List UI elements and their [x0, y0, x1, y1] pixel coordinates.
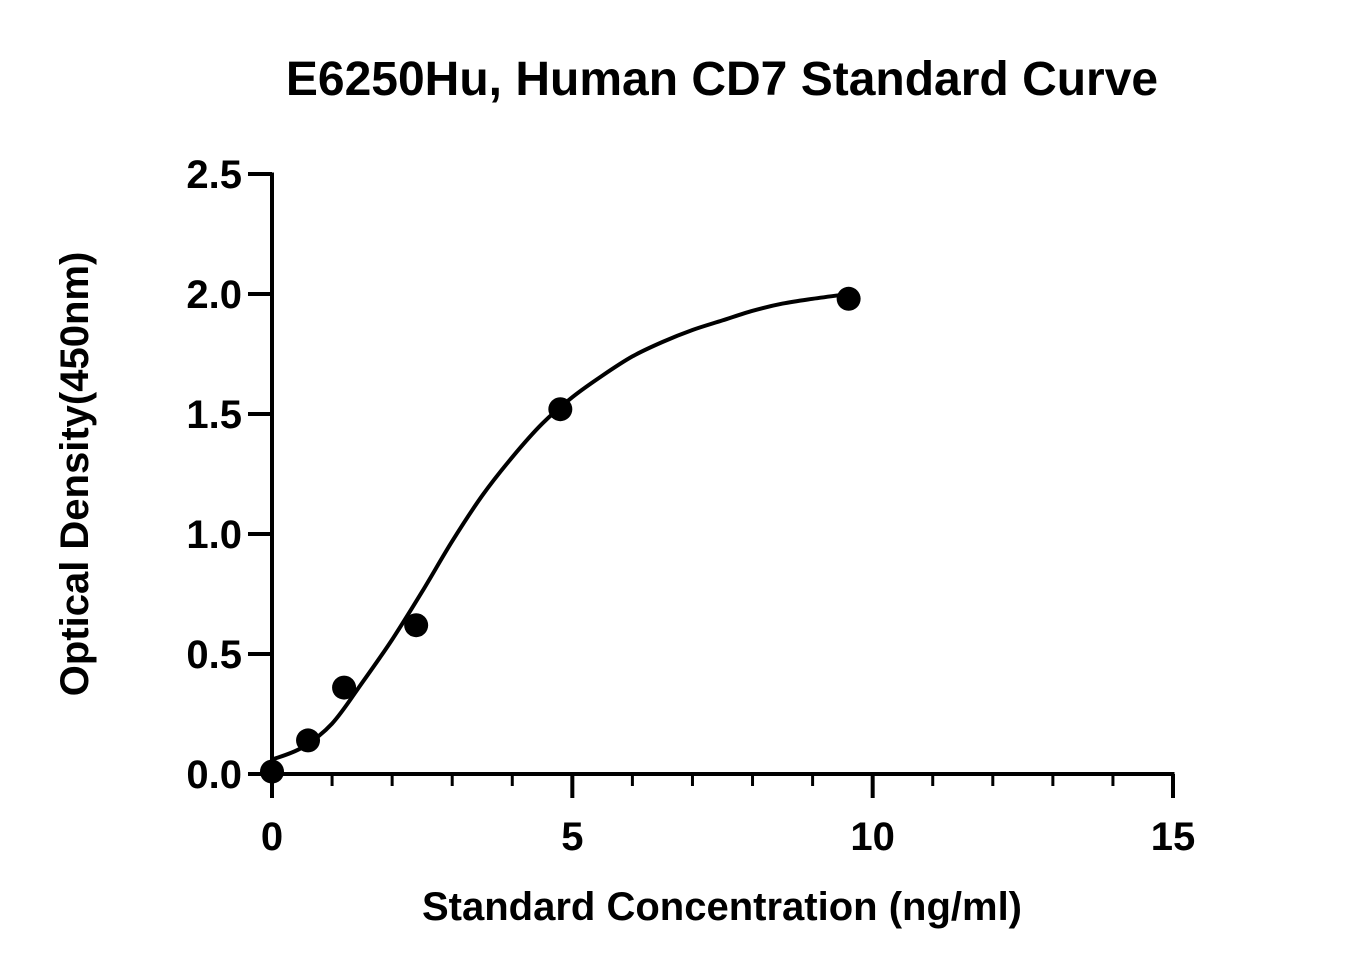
x-tick-label: 0 — [261, 815, 283, 859]
y-tick-label: 2.0 — [186, 273, 242, 317]
data-point — [332, 675, 357, 700]
data-point — [836, 286, 861, 311]
y-axis-label: Optical Density(450nm) — [53, 252, 97, 697]
fit-curve-layer — [271, 292, 849, 762]
x-axis-label: Standard Concentration (ng/ml) — [422, 885, 1022, 929]
fit-curve — [271, 292, 849, 762]
y-tick-label: 1.5 — [186, 393, 242, 437]
x-tick-label: 10 — [850, 815, 895, 859]
y-tick-label: 0.0 — [186, 753, 242, 797]
x-axis: 0 5 10 15 — [261, 772, 1196, 859]
data-points-layer — [260, 286, 861, 784]
y-tick-label: 1.0 — [186, 513, 242, 557]
y-tick-label: 0.5 — [186, 633, 242, 677]
y-tick-label: 2.5 — [186, 153, 242, 197]
data-point — [296, 728, 321, 753]
chart-title: E6250Hu, Human CD7 Standard Curve — [286, 53, 1158, 106]
y-axis: 0.0 0.5 1.0 1.5 2.0 2.5 — [186, 153, 274, 797]
data-point — [404, 613, 429, 638]
data-point — [548, 397, 573, 422]
data-point — [260, 759, 284, 784]
x-tick-label: 15 — [1151, 815, 1196, 859]
x-tick-label: 5 — [561, 815, 583, 859]
